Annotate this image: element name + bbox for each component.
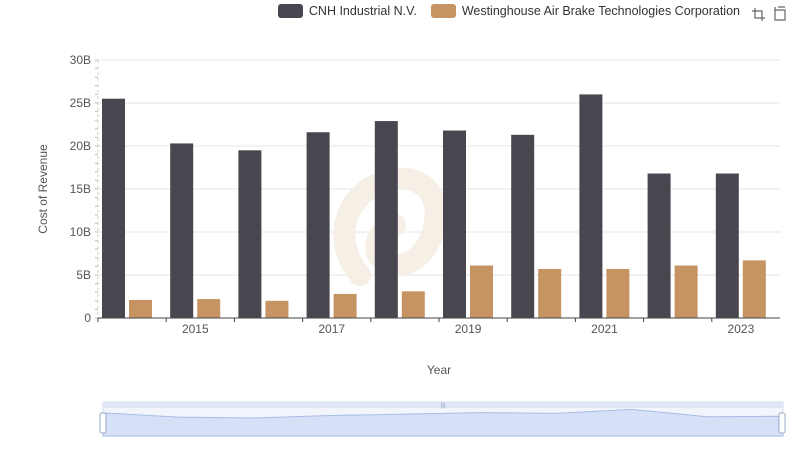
y-tick-label: 25B	[70, 96, 91, 110]
bar-wabtec-2014[interactable]	[129, 299, 152, 318]
legend: CNH Industrial N.V. Westinghouse Air Bra…	[277, 4, 740, 18]
bar-cnh-2017[interactable]	[306, 132, 330, 318]
x-tick-label: 2017	[318, 322, 345, 336]
y-axis-label: Cost of Revenue	[36, 144, 50, 234]
zoom-icon[interactable]	[750, 6, 766, 22]
y-tick-label: 30B	[70, 53, 91, 67]
x-tick-label: 2019	[455, 322, 482, 336]
x-tick-label: 2015	[182, 322, 209, 336]
legend-label-cnh: CNH Industrial N.V.	[308, 4, 417, 18]
x-axis-label: Year	[427, 363, 451, 377]
bar-cnh-2015[interactable]	[170, 143, 194, 318]
bar-cnh-2021[interactable]	[579, 94, 603, 319]
data-zoom-handle-right[interactable]	[778, 412, 786, 434]
y-tick-label: 0	[84, 311, 91, 325]
x-tick-label: 2021	[591, 322, 618, 336]
bar-wabtec-2017[interactable]	[333, 293, 357, 318]
x-axis-ticks: 2015 2017 2019 2021 2023	[97, 318, 755, 336]
bar-wabtec-2021[interactable]	[606, 268, 630, 318]
bar-cnh-2023[interactable]	[715, 173, 739, 318]
y-tick-label: 20B	[70, 139, 91, 153]
bar-cnh-2018[interactable]	[374, 121, 398, 318]
x-tick-label: 2023	[728, 322, 755, 336]
bar-wabtec-2018[interactable]	[401, 291, 425, 318]
legend-swatch-cnh	[277, 4, 303, 18]
bar-wabtec-2019[interactable]	[470, 265, 493, 318]
data-zoom-handle-left[interactable]	[99, 412, 107, 434]
y-tick-label: 5B	[76, 268, 91, 282]
data-zoom-grip-icon: |||	[441, 403, 446, 409]
y-tick-label: 10B	[70, 225, 91, 239]
bar-cnh-2019[interactable]	[443, 130, 466, 318]
bar-cnh-2022[interactable]	[647, 173, 671, 318]
bar-cnh-2016[interactable]	[238, 150, 262, 318]
bar-wabtec-2020[interactable]	[538, 268, 562, 318]
bar-cnh-2014[interactable]	[102, 98, 125, 318]
bars	[102, 94, 766, 319]
restore-icon[interactable]	[772, 6, 788, 22]
data-zoom-preview	[102, 408, 784, 437]
bar-wabtec-2022[interactable]	[674, 265, 698, 318]
bar-wabtec-2015[interactable]	[197, 299, 221, 318]
data-zoom-top-bar[interactable]	[103, 402, 783, 408]
bar-wabtec-2016[interactable]	[265, 300, 289, 318]
legend-item-wabtec[interactable]: Westinghouse Air Brake Technologies Corp…	[430, 4, 740, 18]
data-zoom-slider[interactable]: |||	[99, 401, 786, 437]
y-tick-label: 15B	[70, 182, 91, 196]
toolbox	[750, 6, 788, 22]
bar-cnh-2020[interactable]	[511, 134, 535, 318]
legend-label-wabtec: Westinghouse Air Brake Technologies Corp…	[461, 4, 740, 18]
y-axis-ticks: 0 5B 10B 15B 20B 25B 30B	[70, 53, 98, 325]
bar-wabtec-2023[interactable]	[742, 260, 766, 318]
legend-swatch-wabtec	[430, 4, 456, 18]
legend-item-cnh[interactable]: CNH Industrial N.V.	[277, 4, 417, 18]
